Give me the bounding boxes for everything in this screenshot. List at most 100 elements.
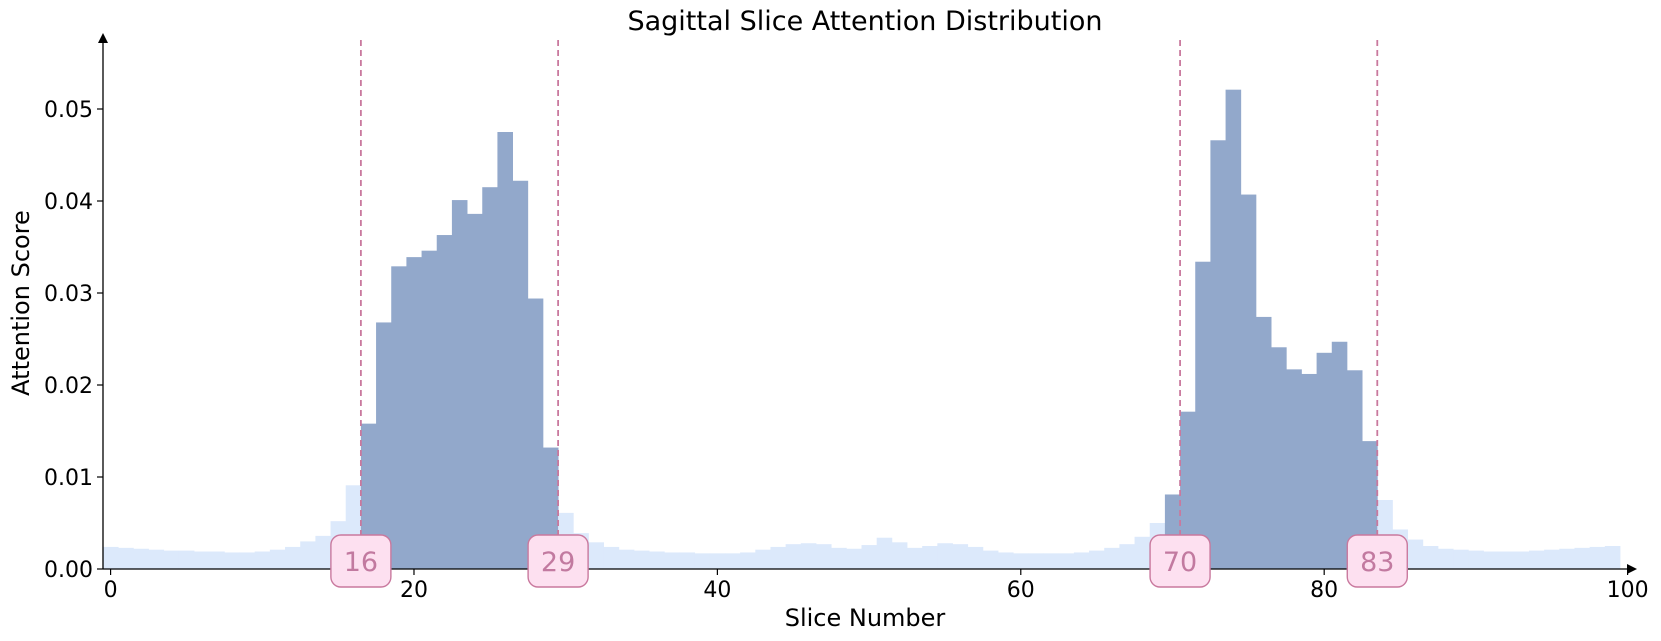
y-tick-label: 0.01: [44, 466, 93, 491]
background-bar: [649, 551, 665, 569]
background-bar: [300, 541, 316, 569]
background-bar: [163, 550, 180, 569]
background-bar: [907, 547, 923, 569]
x-tick-label: 40: [703, 578, 731, 603]
y-axis-label: Attention Score: [7, 210, 35, 396]
background-bar: [861, 545, 878, 569]
background-bar: [1058, 553, 1075, 569]
highlight-bar: [467, 213, 483, 569]
background-bar: [1134, 536, 1151, 569]
background-bar: [1483, 551, 1500, 569]
highlight-bar: [1180, 411, 1196, 569]
background-bar: [194, 551, 210, 569]
x-tick-label: 0: [104, 578, 118, 603]
marker-label-text: 83: [1360, 547, 1394, 578]
highlight-bar: [1255, 316, 1272, 569]
highlight-bar: [1225, 89, 1242, 570]
highlight-bar: [1286, 369, 1302, 569]
background-bar: [1468, 550, 1484, 569]
background-bar: [998, 552, 1014, 569]
y-tick-label: 0.02: [44, 374, 93, 399]
background-bar: [118, 547, 134, 569]
background-bar: [285, 546, 301, 569]
background-bar: [254, 551, 271, 569]
highlight-bar: [376, 322, 392, 569]
background-bar: [876, 537, 893, 569]
background-bar: [239, 552, 256, 569]
background-bar: [1437, 548, 1454, 569]
highlight-bar: [1210, 140, 1226, 569]
background-bar: [315, 535, 331, 569]
y-tick-label: 0.05: [44, 98, 93, 123]
background-bar: [1104, 547, 1120, 569]
background-bar: [815, 544, 832, 569]
marker-label-box: [330, 534, 392, 588]
x-tick-label: 60: [1007, 578, 1035, 603]
marker-label-text: 29: [541, 547, 575, 578]
highlight-bar: [451, 200, 468, 569]
background-bar: [709, 553, 726, 569]
background-bar: [618, 549, 635, 569]
background-bar: [588, 542, 605, 569]
background-bar: [952, 544, 969, 569]
background-bar: [269, 549, 286, 569]
highlight-bar: [1316, 352, 1333, 569]
background-bar: [1119, 544, 1135, 569]
background-bar: [967, 546, 984, 569]
y-tick-label: 0.00: [44, 558, 93, 583]
background-bar: [1043, 553, 1060, 569]
background-bar: [770, 546, 787, 569]
background-bar: [664, 552, 680, 569]
highlight-bar: [391, 266, 407, 569]
marker-lines-group: [359, 40, 1379, 569]
y-ticks-group: 0.00 0.01 0.02 0.03 0.04 0.05: [44, 98, 103, 583]
background-bar: [831, 547, 847, 569]
background-bar: [1559, 548, 1575, 569]
background-bar: [1089, 550, 1105, 569]
highlight-bar: [436, 235, 453, 570]
background-bar: [1453, 549, 1469, 569]
background-bar: [103, 546, 119, 569]
marker-label-box: [527, 534, 589, 588]
highlight-bar: [1240, 194, 1257, 569]
background-bar: [148, 549, 165, 569]
x-tick-label: 20: [400, 578, 428, 603]
x-axis-label: Slice Number: [785, 604, 946, 632]
x-ticks-group: 0 20 40 60 80 100: [104, 569, 1649, 603]
background-bar: [133, 548, 149, 569]
marker-label-box: [1149, 534, 1211, 588]
background-bar: [891, 542, 908, 569]
background-bar: [785, 544, 802, 569]
highlight-bar: [512, 180, 529, 569]
highlight-bar: [1346, 370, 1363, 569]
background-bar: [209, 551, 225, 569]
highlight-bar: [406, 257, 422, 569]
background-bar: [694, 553, 711, 569]
marker-label-text: 16: [344, 547, 378, 578]
axes-group: [98, 33, 1637, 574]
y-axis-arrow-icon: [98, 33, 108, 43]
background-bar: [1574, 547, 1591, 569]
background-bar: [1028, 553, 1044, 569]
highlight-bar: [1271, 347, 1287, 569]
highlight-bar: [1331, 341, 1348, 569]
background-bar: [800, 543, 817, 569]
marker-label-box: [1346, 534, 1408, 588]
y-tick-label: 0.04: [44, 190, 93, 215]
background-bar: [1604, 546, 1621, 569]
highlight-bar: [421, 250, 438, 569]
highlight-bar: [360, 423, 377, 569]
chart-title: Sagittal Slice Attention Distribution: [627, 6, 1102, 37]
background-bar: [1544, 549, 1560, 569]
background-bar: [1013, 553, 1029, 569]
background-bar: [224, 552, 240, 569]
background-bar: [178, 550, 195, 569]
background-bar: [1073, 552, 1090, 569]
background-bar: [1589, 546, 1606, 569]
y-tick-label: 0.03: [44, 282, 93, 307]
background-bar: [755, 549, 771, 569]
marker-labels-group: 16 29 70 83: [330, 534, 1408, 588]
background-bar: [922, 546, 938, 569]
background-bar: [1422, 546, 1439, 569]
highlight-bar: [482, 187, 498, 569]
